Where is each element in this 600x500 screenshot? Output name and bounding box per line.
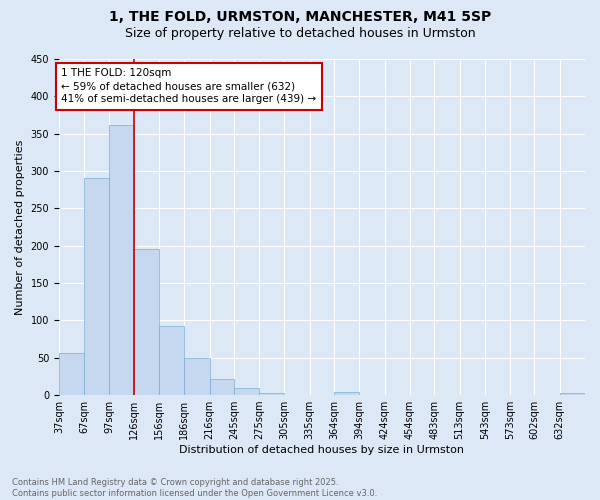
Bar	[560, 393, 585, 395]
Bar	[59, 352, 84, 395]
X-axis label: Distribution of detached houses by size in Urmston: Distribution of detached houses by size …	[179, 445, 464, 455]
Y-axis label: Number of detached properties: Number of detached properties	[15, 140, 25, 314]
Bar	[84, 178, 109, 395]
Text: 1, THE FOLD, URMSTON, MANCHESTER, M41 5SP: 1, THE FOLD, URMSTON, MANCHESTER, M41 5S…	[109, 10, 491, 24]
Bar	[159, 326, 184, 395]
Bar	[259, 393, 284, 395]
Bar	[334, 392, 359, 395]
Bar	[184, 358, 209, 395]
Text: 1 THE FOLD: 120sqm
← 59% of detached houses are smaller (632)
41% of semi-detach: 1 THE FOLD: 120sqm ← 59% of detached hou…	[61, 68, 317, 104]
Bar	[234, 388, 259, 395]
Bar	[209, 380, 234, 395]
Text: Contains HM Land Registry data © Crown copyright and database right 2025.
Contai: Contains HM Land Registry data © Crown c…	[12, 478, 377, 498]
Bar	[134, 248, 159, 395]
Bar	[109, 124, 134, 395]
Text: Size of property relative to detached houses in Urmston: Size of property relative to detached ho…	[125, 28, 475, 40]
